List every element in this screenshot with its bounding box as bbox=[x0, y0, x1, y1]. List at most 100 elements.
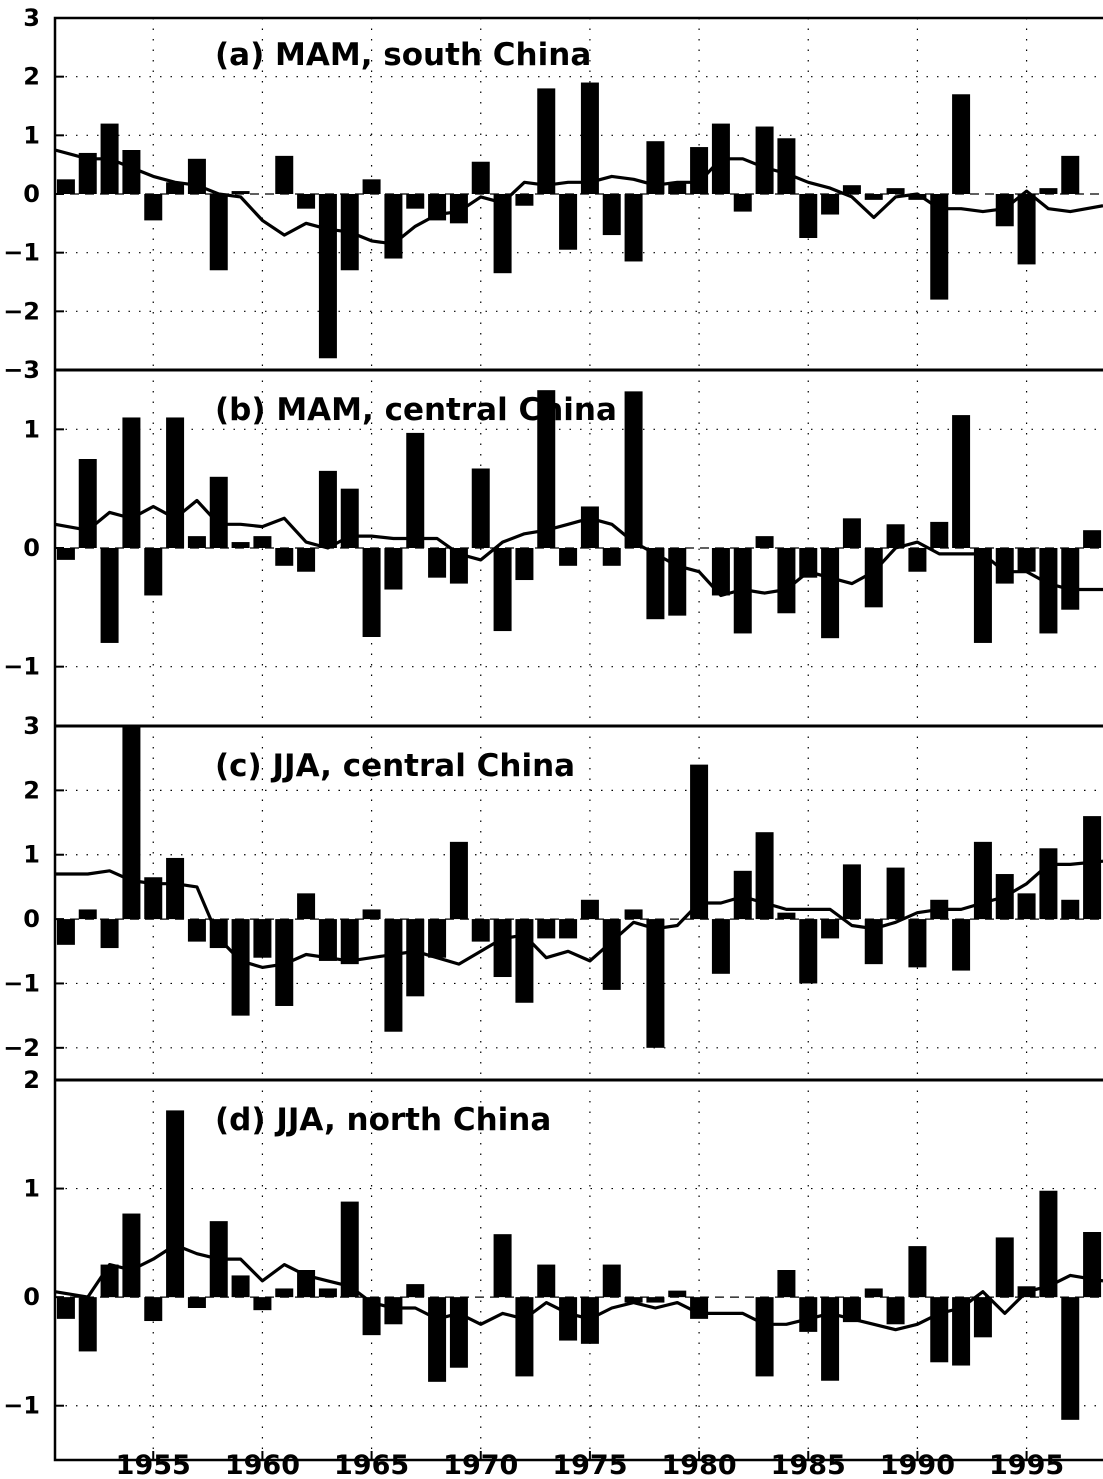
panel-d-bar bbox=[1039, 1190, 1058, 1298]
panel-a-bar bbox=[1039, 188, 1058, 194]
panel-a-line bbox=[54, 148, 1103, 246]
panel-a-bar bbox=[559, 194, 578, 250]
panel-b-bar bbox=[187, 536, 206, 548]
panel-a-bar bbox=[908, 194, 927, 200]
panel-d-bar bbox=[275, 1288, 294, 1298]
panel-d-bar bbox=[56, 1297, 75, 1319]
panel-c-ytick-label: −1 bbox=[3, 969, 40, 997]
panel-c-bar bbox=[449, 841, 468, 920]
panel-b-bar bbox=[646, 548, 665, 620]
panel-c-bar bbox=[1083, 816, 1102, 920]
panel-c-bar bbox=[297, 893, 316, 920]
panel-d-bar bbox=[952, 1297, 971, 1366]
panel-b-bar bbox=[340, 488, 359, 548]
panel-a-bar bbox=[690, 147, 709, 194]
panel-b-bar bbox=[100, 548, 119, 643]
panel-b-bar bbox=[821, 548, 840, 639]
panel-d-bar bbox=[668, 1290, 687, 1298]
panel-b-bar bbox=[711, 548, 730, 596]
panel-d-bar bbox=[690, 1297, 709, 1319]
panel-c-bar bbox=[318, 919, 337, 961]
panel-c-bar bbox=[340, 919, 359, 965]
panel-d-ytick-label: 0 bbox=[23, 1283, 40, 1311]
panel-a: 3 2 1 0 −1 −2 −3 (a) MAM, south China bbox=[3, 4, 1103, 384]
panel-b-bar bbox=[231, 542, 250, 548]
panel-d-bar bbox=[428, 1297, 447, 1382]
panel-b-bar bbox=[275, 548, 294, 566]
panel-c-ytick-label: 1 bbox=[23, 841, 40, 869]
panel-a-bar bbox=[209, 194, 228, 271]
panel-c-bar bbox=[187, 919, 206, 942]
panel-b-bar bbox=[777, 548, 796, 614]
panel-a-bar bbox=[297, 194, 316, 209]
panel-a-bar bbox=[580, 82, 599, 194]
panel-b-bar bbox=[471, 468, 490, 548]
panel-c-bar bbox=[122, 726, 141, 920]
panel-c-bar bbox=[777, 912, 796, 920]
panel-b-bar bbox=[122, 417, 141, 548]
panel-d-bar bbox=[995, 1237, 1014, 1298]
panel-d-bar bbox=[493, 1234, 512, 1298]
panel-c-bar bbox=[580, 899, 599, 920]
panel-b-bar bbox=[166, 417, 185, 548]
panel-c-bar bbox=[733, 870, 752, 920]
panel-b-bar bbox=[493, 548, 512, 632]
panel-c-ytick-label: 2 bbox=[23, 776, 40, 804]
panel-d-bar bbox=[253, 1297, 272, 1311]
panel-c-bar bbox=[973, 841, 992, 920]
panel-c-bar bbox=[886, 867, 905, 920]
panel-a-ytick-label: 3 bbox=[23, 4, 40, 32]
panel-c: 3 2 1 0 −1 −2 (c) JJA, central China bbox=[3, 712, 1103, 1080]
panel-c-bar bbox=[842, 864, 861, 920]
panel-a-bar bbox=[602, 194, 621, 236]
panel-d-bar bbox=[78, 1297, 97, 1352]
panel-d: 2 1 0 −1 (d) JJA, north China bbox=[3, 1066, 1103, 1460]
panel-d-bar bbox=[166, 1110, 185, 1298]
panel-c-bar bbox=[231, 919, 250, 1016]
panel-c-bar bbox=[406, 919, 425, 997]
panel-b-bar bbox=[602, 548, 621, 566]
panel-d-bar bbox=[646, 1297, 665, 1303]
panel-b-bar bbox=[384, 548, 403, 590]
panel-a-ytick-label: 2 bbox=[23, 63, 40, 91]
panel-a-bar bbox=[56, 179, 75, 194]
panel-a-bar bbox=[755, 126, 774, 194]
panel-a-bar bbox=[733, 194, 752, 212]
panel-c-bar bbox=[144, 877, 163, 920]
panel-c-title: (c) JJA, central China bbox=[215, 748, 575, 784]
panel-c-bar bbox=[78, 909, 97, 920]
panel-b-bar bbox=[1017, 548, 1036, 572]
panel-a-bars bbox=[56, 82, 1080, 359]
panel-a-bar bbox=[537, 88, 556, 194]
panel-b-bar bbox=[362, 548, 381, 637]
panel-b: 1 0 −1 (b) MAM, central China bbox=[3, 370, 1103, 726]
panel-d-bar bbox=[318, 1288, 337, 1298]
panel-d-ytick-label: −1 bbox=[3, 1392, 40, 1420]
panel-d-bar bbox=[384, 1297, 403, 1325]
panel-b-bar bbox=[1039, 548, 1058, 634]
panel-a-bar bbox=[166, 182, 185, 194]
panel-a-ytick-label: −2 bbox=[3, 297, 40, 325]
panel-b-bar bbox=[406, 432, 425, 548]
panel-b-title: (b) MAM, central China bbox=[215, 392, 617, 428]
panel-b-bar bbox=[56, 548, 75, 560]
panel-c-bar bbox=[537, 919, 556, 939]
panel-a-bar bbox=[668, 182, 687, 194]
panel-a-bar bbox=[144, 194, 163, 221]
panel-a-bar bbox=[777, 138, 796, 194]
panel-c-bar bbox=[602, 919, 621, 990]
panel-a-bar bbox=[624, 194, 643, 262]
panel-d-bar bbox=[1061, 1297, 1080, 1420]
panel-a-bar bbox=[275, 155, 294, 194]
panel-a-bar bbox=[1061, 155, 1080, 194]
panel-c-ytick-label: 3 bbox=[23, 712, 40, 740]
panel-c-bar bbox=[56, 919, 75, 945]
panel-d-series-line bbox=[54, 1243, 1103, 1332]
panel-a-bar bbox=[231, 191, 250, 194]
panel-c-bar bbox=[646, 919, 665, 1048]
panel-c-bar bbox=[711, 919, 730, 974]
panel-b-bar bbox=[952, 415, 971, 548]
panel-d-bar bbox=[624, 1297, 643, 1303]
panel-c-bar bbox=[384, 919, 403, 1032]
panel-a-bar bbox=[646, 141, 665, 194]
